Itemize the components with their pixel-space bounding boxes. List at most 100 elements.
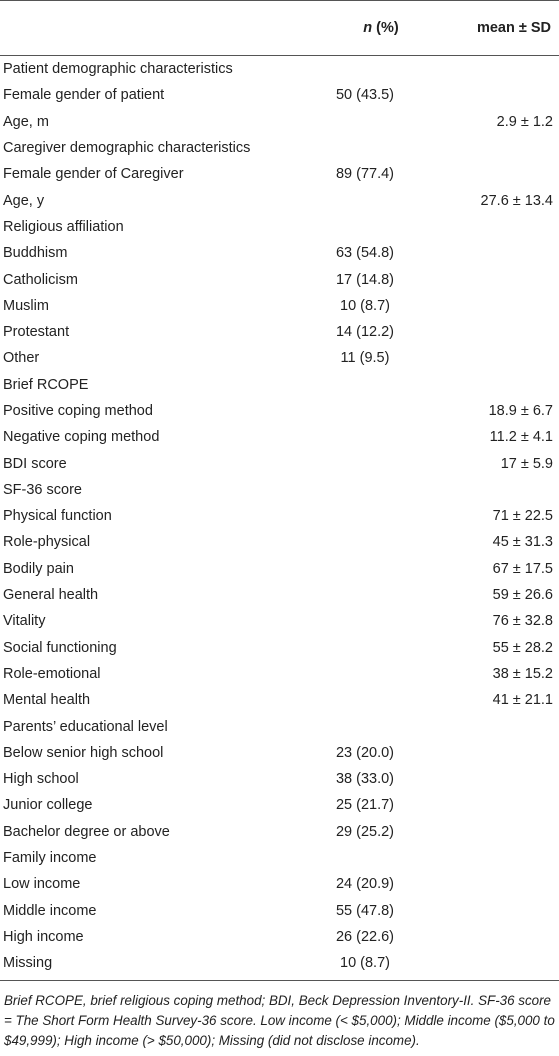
table-row: Positive coping method 18.9 ± 6.7 (0, 398, 559, 424)
row-label: Female gender of patient (3, 87, 165, 104)
table-row: Bodily pain 67 ± 17.5 (0, 556, 559, 582)
row-label: Family income (3, 850, 97, 867)
table-row: Missing 10 (8.7) (0, 950, 559, 976)
row-mean-sd: 18.9 ± 6.7 (488, 403, 553, 419)
row-label: Role-physical (3, 534, 91, 551)
table-body: Patient demographic characteristics Femal… (0, 56, 559, 976)
table-row: Junior college 25 (21.7) (0, 792, 559, 818)
table-row: Patient demographic characteristics (0, 56, 559, 82)
row-label: Mental health (3, 692, 91, 709)
top-rule (0, 0, 559, 1)
row-mean-sd: 59 ± 26.6 (492, 587, 553, 604)
row-label: BDI score (3, 455, 67, 472)
row-label: Physical function (3, 508, 112, 525)
table-row: Physical function 71 ± 22.5 (0, 503, 559, 529)
row-label: Missing (3, 955, 53, 972)
row-mean-sd: 55 ± 28.2 (492, 639, 553, 656)
row-label: Junior college (3, 797, 93, 814)
row-label: SF-36 score (3, 481, 82, 498)
row-n-percent: 24 (20.9) (335, 876, 395, 893)
header-mean-sd: mean ± SD (476, 20, 551, 36)
row-n-percent: 25 (21.7) (335, 797, 395, 814)
table-row: High school 38 (33.0) (0, 766, 559, 792)
table-row: Age, y 27.6 ± 13.4 (0, 187, 559, 213)
table-row: Caregiver demographic characteristics (0, 135, 559, 161)
row-label: Other (3, 350, 40, 367)
row-mean-sd: 2.9 ± 1.2 (496, 113, 553, 130)
table-row: Role-physical 45 ± 31.3 (0, 529, 559, 555)
row-mean-sd: 41 ± 21.1 (492, 692, 553, 709)
row-n-percent: 26 (22.6) (335, 928, 395, 945)
row-n-percent: 63 (54.8) (335, 245, 395, 262)
row-n-percent: 29 (25.2) (335, 823, 395, 840)
row-mean-sd: 71 ± 22.5 (492, 508, 553, 525)
row-mean-sd: 67 ± 17.5 (492, 560, 553, 577)
header-percent-label: (%) (372, 20, 399, 36)
row-label: Catholicism (3, 271, 78, 288)
table-row: Buddhism 63 (54.8) (0, 240, 559, 266)
row-label: Below senior high school (3, 744, 164, 761)
row-label: Parents’ educational level (3, 718, 168, 735)
row-label: Protestant (3, 324, 70, 341)
row-label: Bachelor degree or above (3, 823, 170, 840)
row-n-percent: 23 (20.0) (335, 744, 395, 761)
header-n-symbol: n (363, 20, 373, 36)
row-label: Positive coping method (3, 403, 153, 419)
row-label: Middle income (3, 902, 97, 919)
row-mean-sd: 17 ± 5.9 (500, 455, 553, 472)
row-label: Negative coping method (3, 429, 160, 446)
row-n-percent: 10 (8.7) (340, 297, 390, 314)
row-label: High income (3, 928, 84, 945)
row-label: Social functioning (3, 639, 117, 656)
table-row: General health 59 ± 26.6 (0, 582, 559, 608)
table-header: n (%) mean ± SD (0, 1, 559, 56)
row-label: Bodily pain (3, 560, 74, 577)
header-n-percent: n (%) (296, 20, 436, 36)
table-row: Female gender of Caregiver 89 (77.4) (0, 161, 559, 187)
table-row: Mental health 41 ± 21.1 (0, 687, 559, 713)
row-mean-sd: 27.6 ± 13.4 (480, 192, 553, 209)
table-row: Vitality 76 ± 32.8 (0, 608, 559, 634)
row-label: Religious affiliation (3, 218, 124, 235)
table-row: Religious affiliation (0, 214, 559, 240)
table-row: High income 26 (22.6) (0, 924, 559, 950)
row-n-percent: 11 (9.5) (340, 350, 390, 367)
row-mean-sd: 38 ± 15.2 (492, 665, 553, 682)
row-label: Age, y (3, 192, 45, 209)
row-label: General health (3, 587, 99, 604)
row-label: Low income (3, 876, 81, 893)
row-n-percent: 10 (8.7) (340, 955, 390, 972)
row-n-percent: 89 (77.4) (335, 166, 395, 183)
row-mean-sd: 11.2 ± 4.1 (489, 429, 553, 446)
table-footnote: Brief RCOPE, brief religious coping meth… (4, 993, 555, 1049)
table-row: Parents’ educational level (0, 713, 559, 739)
table-row: Brief RCOPE (0, 372, 559, 398)
table-row: Other 11 (9.5) (0, 345, 559, 371)
table-row: SF-36 score (0, 477, 559, 503)
table-row: Middle income 55 (47.8) (0, 898, 559, 924)
table-row: Role-emotional 38 ± 15.2 (0, 661, 559, 687)
table-row: Bachelor degree or above 29 (25.2) (0, 819, 559, 845)
row-n-percent: 14 (12.2) (335, 324, 395, 341)
row-label: Role-emotional (3, 665, 101, 682)
table-row: BDI score 17 ± 5.9 (0, 450, 559, 476)
table-row: Catholicism 17 (14.8) (0, 266, 559, 292)
row-label: Patient demographic characteristics (3, 61, 233, 78)
table-row: Protestant 14 (12.2) (0, 319, 559, 345)
row-label: Brief RCOPE (3, 376, 89, 393)
table-row: Muslim 10 (8.7) (0, 293, 559, 319)
row-label: Muslim (3, 297, 49, 314)
table-row: Below senior high school 23 (20.0) (0, 740, 559, 766)
table-row: Social functioning 55 ± 28.2 (0, 635, 559, 661)
row-n-percent: 38 (33.0) (335, 771, 395, 788)
table-row: Negative coping method 11.2 ± 4.1 (0, 424, 559, 450)
row-label: High school (3, 771, 79, 788)
row-label: Female gender of Caregiver (3, 166, 184, 183)
row-label: Vitality (3, 613, 46, 630)
table-row: Family income (0, 845, 559, 871)
row-n-percent: 17 (14.8) (335, 271, 395, 288)
row-n-percent: 50 (43.5) (335, 87, 395, 104)
row-mean-sd: 76 ± 32.8 (492, 613, 553, 630)
table-row: Age, m 2.9 ± 1.2 (0, 109, 559, 135)
